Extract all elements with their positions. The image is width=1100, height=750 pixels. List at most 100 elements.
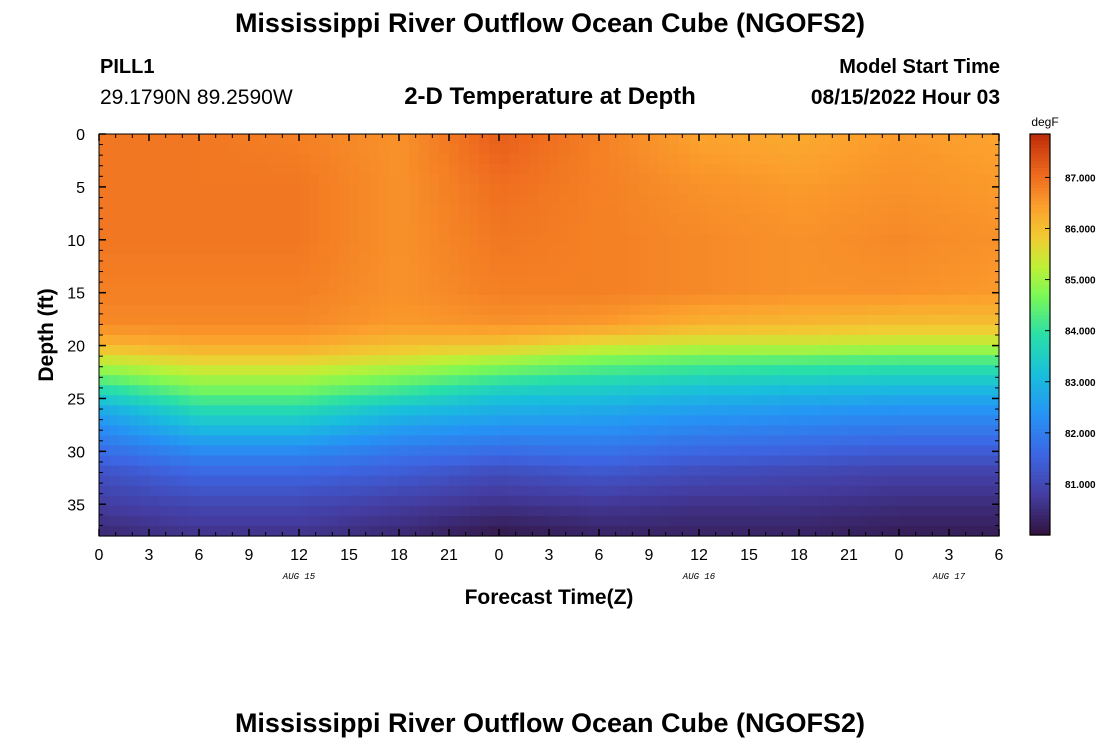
heatmap-cell xyxy=(309,465,320,477)
heatmap-cell xyxy=(599,204,610,215)
colorbar-segment xyxy=(1030,374,1050,379)
heatmap-cell xyxy=(439,144,450,155)
heatmap-cell xyxy=(749,505,760,517)
heatmap-cell xyxy=(119,365,130,376)
heatmap-cell xyxy=(359,435,370,447)
heatmap-cell xyxy=(109,324,120,336)
heatmap-cell xyxy=(769,234,780,246)
heatmap-cell xyxy=(909,174,920,185)
heatmap-cell xyxy=(679,465,690,477)
heatmap-cell xyxy=(499,294,510,306)
heatmap-cell xyxy=(299,234,310,246)
heatmap-cell xyxy=(789,224,800,236)
heatmap-cell xyxy=(519,324,530,336)
heatmap-cell xyxy=(769,455,780,467)
heatmap-cell xyxy=(769,274,780,286)
heatmap-cell xyxy=(869,435,880,447)
heatmap-cell xyxy=(699,304,710,316)
heatmap-cell xyxy=(649,154,660,165)
heatmap-cell xyxy=(469,204,480,215)
heatmap-cell xyxy=(479,194,490,205)
heatmap-cell xyxy=(559,154,570,165)
heatmap-cell xyxy=(819,274,830,286)
heatmap-cell xyxy=(119,385,130,396)
heatmap-cell xyxy=(509,284,520,296)
heatmap-cell xyxy=(139,515,150,527)
heatmap-cell xyxy=(749,134,760,145)
heatmap-cell xyxy=(319,324,330,336)
heatmap-cell xyxy=(179,304,190,316)
heatmap-cell xyxy=(459,204,470,215)
heatmap-cell xyxy=(689,204,700,215)
heatmap-cell xyxy=(419,314,430,326)
heatmap-cell xyxy=(339,385,350,396)
heatmap-cell xyxy=(179,204,190,215)
heatmap-cell xyxy=(799,415,810,427)
heatmap-cell xyxy=(359,194,370,205)
heatmap-cell xyxy=(479,304,490,316)
heatmap-cell xyxy=(949,515,960,527)
heatmap-cell xyxy=(379,234,390,246)
heatmap-cell xyxy=(869,485,880,497)
heatmap-cell xyxy=(439,335,450,346)
heatmap-cell xyxy=(699,345,710,356)
heatmap-cell xyxy=(959,515,970,527)
heatmap-cell xyxy=(99,435,110,447)
heatmap-cell xyxy=(459,144,470,155)
heatmap-cell xyxy=(719,405,730,416)
heatmap-cell xyxy=(139,465,150,477)
heatmap-cell xyxy=(399,274,410,286)
heatmap-cell xyxy=(199,495,210,507)
heatmap-cell xyxy=(619,505,630,517)
heatmap-cell xyxy=(839,425,850,437)
heatmap-cell xyxy=(929,365,940,376)
heatmap-cell xyxy=(679,244,690,256)
heatmap-cell xyxy=(509,304,520,316)
heatmap-cell xyxy=(389,254,400,266)
heatmap-cell xyxy=(509,385,520,396)
heatmap-cell xyxy=(399,435,410,447)
heatmap-cell xyxy=(579,415,590,427)
heatmap-cell xyxy=(409,365,420,376)
heatmap-cell xyxy=(209,445,220,457)
heatmap-cell xyxy=(289,194,300,205)
heatmap-cell xyxy=(659,465,670,477)
heatmap-cell xyxy=(899,425,910,437)
heatmap-cell xyxy=(309,214,320,226)
heatmap-cell xyxy=(139,314,150,326)
heatmap-cell xyxy=(629,365,640,376)
heatmap-cell xyxy=(979,465,990,477)
heatmap-cell xyxy=(149,465,160,477)
heatmap-cell xyxy=(209,184,220,195)
heatmap-cell xyxy=(929,294,940,306)
heatmap-cell xyxy=(649,214,660,226)
heatmap-cell xyxy=(589,194,600,205)
heatmap-cell xyxy=(989,475,1000,487)
heatmap-cell xyxy=(129,324,140,336)
heatmap-cell xyxy=(249,314,260,326)
colorbar-segment xyxy=(1030,321,1050,326)
heatmap-cell xyxy=(639,254,650,266)
heatmap-cell xyxy=(649,475,660,487)
heatmap-cell xyxy=(439,324,450,336)
heatmap-cell xyxy=(599,314,610,326)
heatmap-cell xyxy=(259,355,270,366)
heatmap-cell xyxy=(329,264,340,276)
heatmap-cell xyxy=(829,425,840,437)
heatmap-cell xyxy=(229,355,240,366)
heatmap-cell xyxy=(819,435,830,447)
heatmap-cell xyxy=(169,445,180,457)
heatmap-cell xyxy=(849,345,860,356)
heatmap-cell xyxy=(749,224,760,236)
heatmap-cell xyxy=(189,385,200,396)
heatmap-cell xyxy=(359,144,370,155)
heatmap-cell xyxy=(699,465,710,477)
heatmap-cell xyxy=(749,194,760,205)
heatmap-cell xyxy=(409,465,420,477)
heatmap-cell xyxy=(189,475,200,487)
heatmap-cell xyxy=(949,324,960,336)
heatmap-cell xyxy=(559,244,570,256)
heatmap-cell xyxy=(419,144,430,155)
heatmap-cell xyxy=(139,445,150,457)
heatmap-cell xyxy=(289,495,300,507)
